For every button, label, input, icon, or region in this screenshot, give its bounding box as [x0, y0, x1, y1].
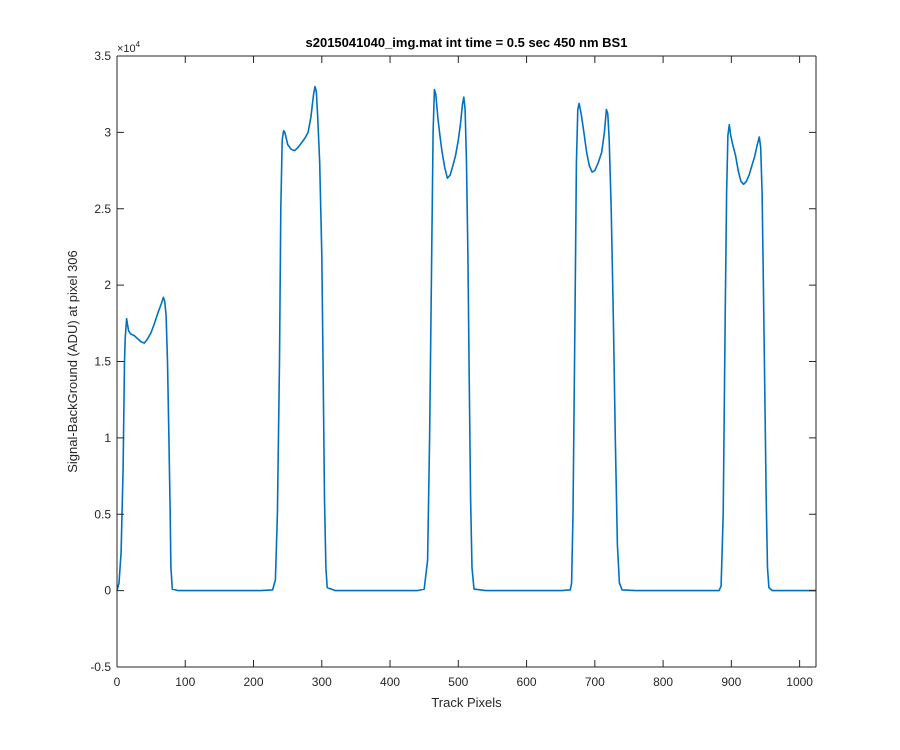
- x-tick-label: 600: [517, 675, 537, 689]
- y-tick-label: 0: [104, 584, 111, 598]
- x-tick-label: 200: [244, 675, 264, 689]
- x-tick-label: 500: [448, 675, 468, 689]
- y-axis-exponent-base: ×10: [117, 43, 136, 55]
- x-tick-label: 100: [175, 675, 195, 689]
- y-tick-label: 3: [104, 125, 111, 139]
- y-tick-label: 0.5: [94, 507, 111, 521]
- y-axis-exponent: ×104: [117, 40, 141, 55]
- y-tick-label: 1.5: [94, 355, 111, 369]
- x-tick-label: 300: [312, 675, 332, 689]
- y-axis-label: Signal-BackGround (ADU) at pixel 306: [65, 250, 80, 473]
- x-tick-label: 400: [380, 675, 400, 689]
- y-tick-label: 1: [104, 431, 111, 445]
- x-tick-label: 1000: [786, 675, 813, 689]
- x-tick-label: 0: [114, 675, 121, 689]
- y-tick-label: 2.5: [94, 202, 111, 216]
- x-tick-label: 800: [653, 675, 673, 689]
- y-axis-exponent-power: 4: [136, 40, 141, 49]
- axes-layer: 0 100 200 300 400 500 600 700 800 900 1000-0.500.5…: [90, 49, 817, 689]
- y-tick-label: 2: [104, 278, 111, 292]
- chart-title: s2015041040_img.mat int time = 0.5 sec 4…: [306, 35, 628, 50]
- y-tick-label: 3.5: [94, 49, 111, 63]
- x-axis-label: Track Pixels: [431, 695, 502, 710]
- data-layer: [116, 85, 816, 592]
- x-tick-label: 700: [585, 675, 605, 689]
- series-line-0: [116, 85, 816, 592]
- y-tick-label: -0.5: [90, 660, 111, 674]
- x-tick-label: 900: [721, 675, 741, 689]
